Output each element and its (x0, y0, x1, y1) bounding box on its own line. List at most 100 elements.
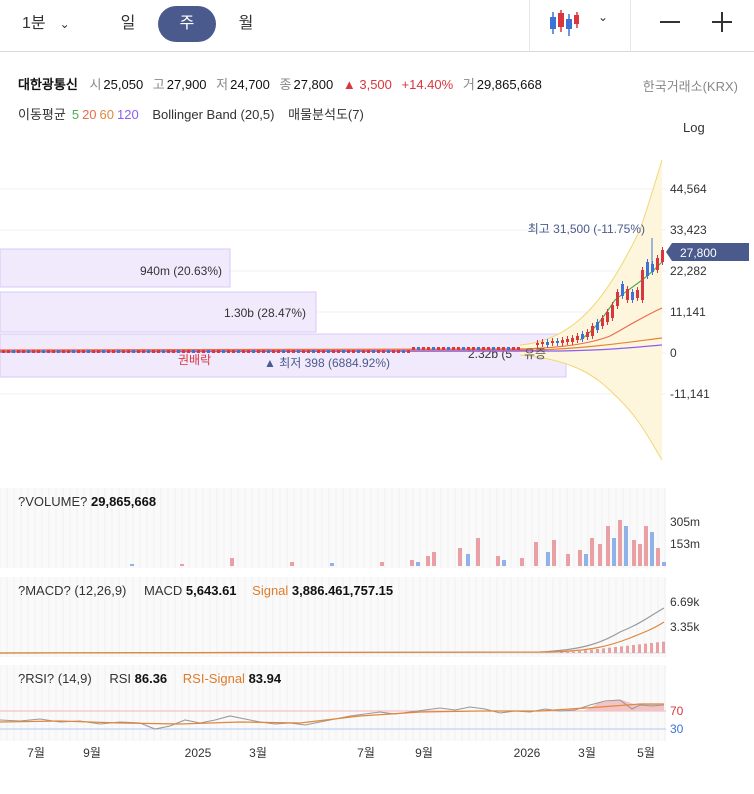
candle (77, 350, 80, 353)
bollinger-upper (519, 159, 663, 346)
candle (497, 347, 500, 350)
candle (357, 350, 360, 353)
current-price-tag (666, 243, 749, 261)
candle (417, 347, 420, 350)
tab-day[interactable]: 일 (120, 15, 136, 32)
x-tick-label: 5월 (637, 746, 655, 760)
candle (377, 350, 380, 353)
bollinger-label: Bollinger Band (20,5) (152, 107, 275, 122)
candle (247, 350, 250, 353)
volume-bar (330, 563, 334, 566)
candle (347, 350, 350, 353)
volume-bar (432, 552, 436, 566)
candle (287, 350, 290, 353)
toolbar-divider (630, 0, 631, 52)
macd-histogram-bar (644, 643, 647, 653)
price-chart: 44,564 33,423 22,282 11,141 0 -11,141 940m (20… (0, 159, 749, 461)
x-tick-label: 3월 (578, 746, 596, 760)
minus-icon[interactable] (660, 21, 680, 23)
macd-histogram-bar (656, 642, 659, 653)
plus-icon[interactable] (712, 12, 732, 32)
candle (646, 262, 649, 276)
candle (112, 350, 115, 353)
candle (407, 350, 410, 353)
indicator-legend[interactable]: 이동평균 5 20 60 120 Bollinger Band (20,5) 매물분석도… (18, 104, 370, 123)
rsi-line (0, 699, 665, 730)
candle (616, 292, 619, 306)
candle (97, 350, 100, 353)
macd-histogram-bar (572, 651, 575, 653)
ma-label: 이동평균 (18, 107, 66, 122)
macd-line (0, 607, 665, 654)
candle (606, 312, 609, 322)
candle (227, 350, 230, 353)
rsi-title: ?RSI? (14,9) (18, 671, 92, 686)
rsi-panel-bg (0, 665, 666, 741)
macd-histogram-bar (620, 646, 623, 653)
x-tick-label: 7월 (27, 746, 45, 760)
candle (601, 318, 604, 326)
macd-histogram-bar (608, 647, 611, 653)
candle (507, 347, 510, 350)
rsi-label: RSI (109, 671, 131, 686)
volume-label: 거 (462, 77, 475, 92)
candle (2, 350, 5, 353)
candle (492, 347, 495, 350)
volume-bar (502, 560, 506, 566)
event-label: 유증 (524, 347, 546, 361)
candle (437, 347, 440, 350)
volume-bar (662, 562, 666, 566)
volume-bar (650, 532, 654, 566)
macd-histogram-bar (560, 652, 563, 653)
volume-bar (546, 552, 550, 566)
candlestick-icon[interactable] (548, 8, 580, 38)
tab-week[interactable]: 주 (158, 6, 216, 42)
candle (217, 350, 220, 353)
volume-bar (606, 526, 610, 566)
candle (432, 347, 435, 350)
high-label: 고 (152, 77, 165, 92)
price-tick-label: 44,564 (670, 182, 707, 196)
volume-bar (230, 558, 234, 566)
candle (656, 258, 659, 270)
candle (586, 332, 589, 337)
candle (337, 350, 340, 353)
macd-tick-label: 6.69k (670, 595, 700, 609)
macd-signal-line (0, 621, 665, 654)
exchange-label: 한국거래소(KRX) (642, 79, 738, 94)
candle (412, 347, 415, 350)
candle (162, 350, 165, 353)
candle (257, 350, 260, 353)
candle (252, 350, 255, 353)
candle (242, 350, 245, 353)
candle (147, 350, 150, 353)
chart-type-chevron-icon[interactable]: ⌄ (598, 10, 609, 24)
macd-histogram-bar (566, 652, 569, 653)
volume-bar (180, 564, 184, 566)
tab-month[interactable]: 월 (238, 15, 254, 32)
open-label: 시 (89, 77, 102, 92)
x-tick-label: 9월 (415, 746, 433, 760)
x-tick-label: 3월 (249, 746, 267, 760)
high-annotation: 최고 31,500 (-11.75%) (528, 222, 645, 236)
macd-histogram-bar (614, 647, 617, 653)
candle (536, 343, 539, 345)
macd-histogram-bar (578, 651, 581, 653)
ma-20-line (0, 307, 663, 351)
candle (596, 322, 599, 330)
candle (631, 292, 634, 300)
candle (402, 350, 405, 353)
current-price-label: 27,800 (680, 246, 717, 260)
ma-120-line (0, 344, 663, 353)
candle (82, 350, 85, 353)
volume-bar (496, 556, 500, 566)
candle (192, 350, 195, 353)
candle (292, 350, 295, 353)
volume-panel-title: ?VOLUME? 29,865,668 (18, 494, 156, 509)
log-scale-toggle[interactable]: Log (683, 120, 705, 135)
period-dropdown[interactable]: 1분 ⌄ (22, 6, 92, 42)
candle (57, 350, 60, 353)
candle (202, 350, 205, 353)
price-tick-label: -11,141 (670, 387, 710, 401)
